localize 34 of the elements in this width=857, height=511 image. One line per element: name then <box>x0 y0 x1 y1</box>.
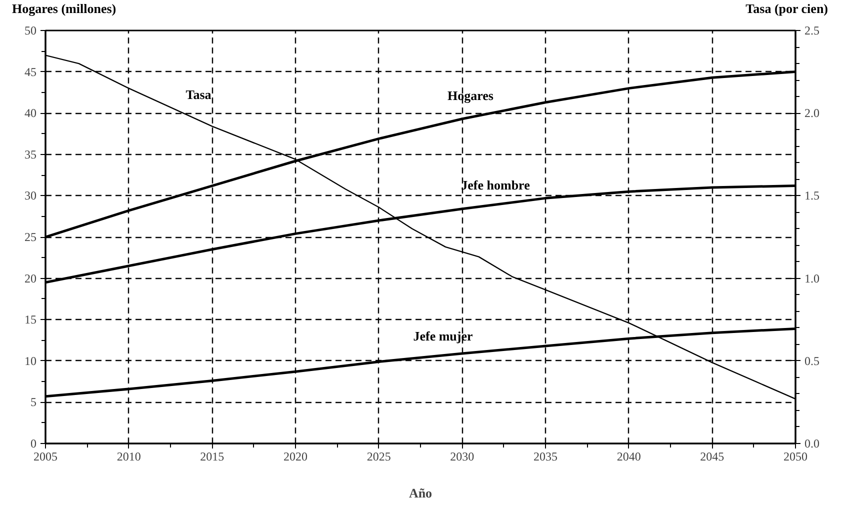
x-tick-label: 2040 <box>616 450 641 464</box>
y-tick-label: 30 <box>24 188 36 203</box>
y-tick-label: 25 <box>24 230 36 244</box>
y2-tick-label: 1.0 <box>804 271 820 286</box>
x-tick-label: 2015 <box>200 450 224 464</box>
x-tick-label: 2050 <box>784 450 808 464</box>
x-tick-label: 2030 <box>450 450 474 464</box>
x-tick-label: 2045 <box>700 450 724 464</box>
x-tick-label: 2005 <box>34 450 58 464</box>
y-tick-label: 45 <box>24 64 36 79</box>
x-tick-label: 2010 <box>116 450 141 464</box>
x-tick-label: 2025 <box>366 450 391 464</box>
y2-tick-label: 0.0 <box>804 436 820 450</box>
y-tick-label: 35 <box>24 147 36 162</box>
y2-tick-label: 1.5 <box>804 188 820 203</box>
y2-tick-label: 2.5 <box>804 24 820 38</box>
y-axis-title: Hogares (millones) <box>12 0 116 18</box>
y-tick-label: 10 <box>24 354 36 368</box>
y-tick-label: 0 <box>30 436 36 450</box>
y-tick-label: 5 <box>30 395 36 410</box>
y-tick-label: 40 <box>24 106 36 120</box>
series-label: Tasa <box>186 86 212 102</box>
x-axis-title: Año <box>408 486 432 500</box>
series-label: Hogares <box>448 88 494 104</box>
y-tick-label: 50 <box>24 24 36 38</box>
series-label: Jefe hombre <box>461 178 530 193</box>
y-tick-label: 20 <box>24 271 36 286</box>
x-tick-label: 2020 <box>284 450 308 464</box>
y2-axis-title: Tasa (por cien) <box>746 0 828 18</box>
series-label: Jefe mujer <box>413 328 474 344</box>
y2-tick-label: 2.0 <box>804 106 820 120</box>
y-tick-label: 15 <box>24 312 36 327</box>
x-tick-label: 2035 <box>534 450 558 464</box>
y2-tick-label: 0.5 <box>804 354 820 368</box>
